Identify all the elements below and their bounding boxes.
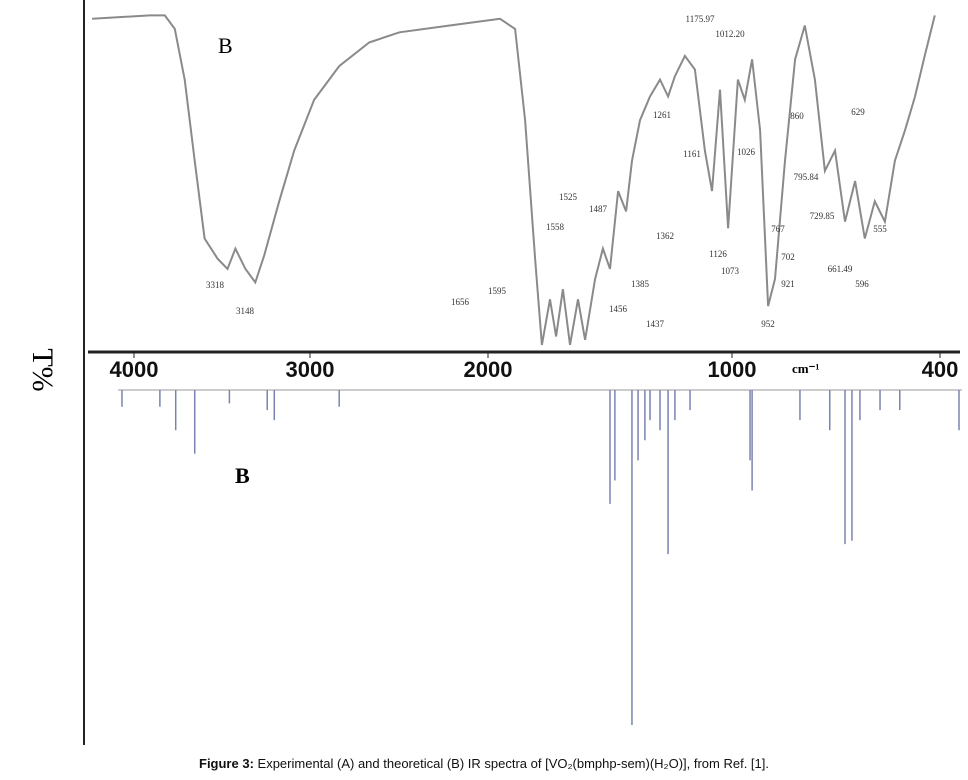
x-tick-label: 1000	[708, 357, 757, 382]
caption: Figure 3: Experimental (A) and theoretic…	[0, 756, 968, 771]
peak-label: 1073	[721, 266, 740, 276]
caption-label: Figure 3:	[199, 756, 254, 771]
peak-label: 1026	[737, 147, 756, 157]
peak-label: 596	[855, 279, 869, 289]
peak-label: 1487	[589, 204, 608, 214]
peak-label: 3148	[236, 306, 255, 316]
peak-label: 729.85	[810, 211, 835, 221]
panel-label: B	[235, 463, 250, 488]
caption-text: Experimental (A) and theoretical (B) IR …	[257, 756, 769, 771]
page: B B T% cm⁻¹ 4000 3000 2000 1000 400 3318 3148 1…	[26, 0, 962, 771]
peak-label: 795.84	[794, 172, 819, 182]
peak-label: 1126	[709, 249, 727, 259]
peak-label: 1261	[653, 110, 671, 120]
peak-label: 1012.20	[715, 29, 745, 39]
chart: B B T% cm⁻¹ 4000 3000 2000 1000 400 3318 3148 1…	[26, 0, 962, 745]
x-tick-label: 3000	[286, 357, 335, 382]
peak-label: 1437	[646, 319, 665, 329]
peak-label: 767	[771, 224, 785, 234]
peak-label: 1385	[631, 279, 650, 289]
x-tick-label: 2000	[464, 357, 513, 382]
peak-label: 1456	[609, 304, 628, 314]
peak-label: 1161	[683, 149, 701, 159]
x-tick-label: 400	[922, 357, 959, 382]
peak-label: 702	[781, 252, 795, 262]
x-tick-label: 4000	[110, 357, 159, 382]
peak-label: 3318	[206, 280, 225, 290]
spectrum-line	[92, 14, 936, 346]
peak-label: 1595	[488, 286, 507, 296]
peak-label: 661.49	[828, 264, 853, 274]
y-axis-label: T%	[26, 348, 59, 391]
peak-label: 1362	[656, 231, 674, 241]
x-axis-label: cm⁻¹	[792, 361, 819, 376]
peak-label: 1558	[546, 222, 565, 232]
panel-label: B	[218, 33, 233, 58]
peak-label: 629	[851, 107, 865, 117]
peak-label: 1175.97	[686, 14, 715, 24]
peak-label: 1525	[559, 192, 578, 202]
peak-label: 1656	[451, 297, 470, 307]
peak-label: 921	[781, 279, 795, 289]
peak-label: 860	[790, 111, 804, 121]
peak-label: 555	[873, 224, 887, 234]
peak-label: 952	[761, 319, 775, 329]
